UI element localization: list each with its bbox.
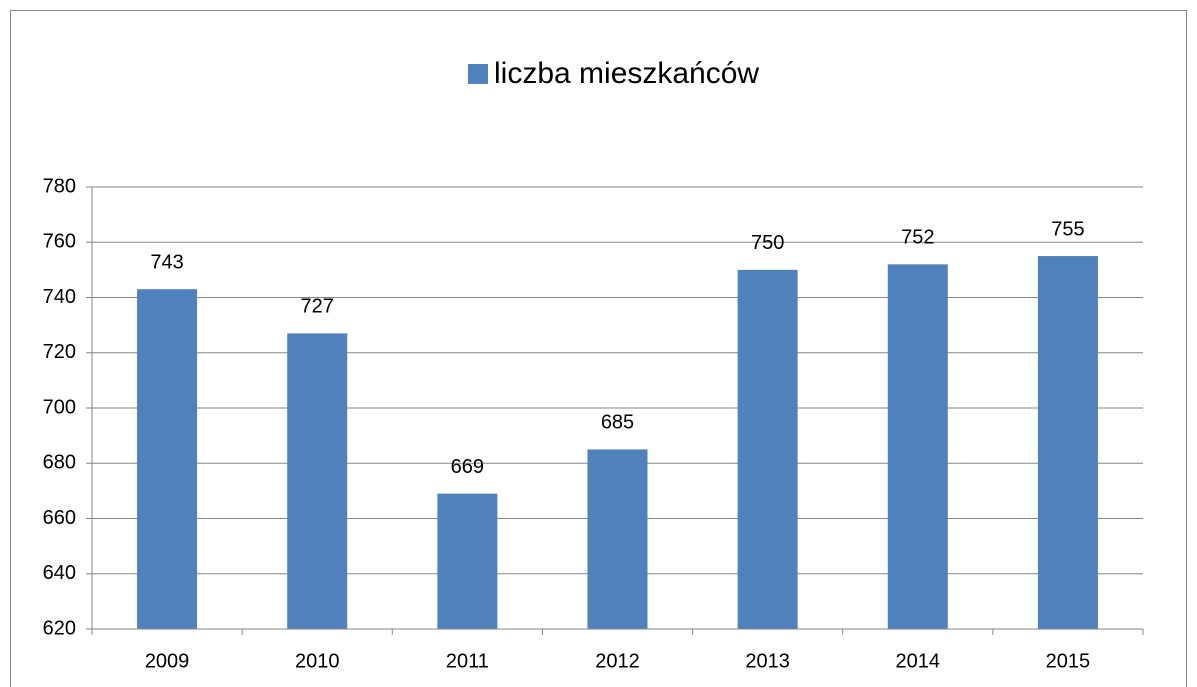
bar	[737, 269, 798, 629]
bar	[887, 264, 948, 629]
y-tick-label: 620	[43, 617, 76, 639]
x-tick-label: 2015	[1046, 650, 1091, 672]
y-tick-label: 720	[43, 341, 76, 363]
legend-swatch	[468, 64, 488, 84]
bar	[1037, 256, 1098, 629]
data-label: 727	[301, 296, 334, 318]
data-label: 669	[451, 456, 484, 478]
y-tick-label: 700	[43, 396, 76, 418]
y-tick-label: 640	[43, 562, 76, 584]
x-tick-label: 2012	[595, 650, 640, 672]
y-tick-label: 780	[43, 175, 76, 197]
y-tick-label: 660	[43, 507, 76, 529]
data-label: 685	[601, 412, 634, 434]
x-tick-label: 2014	[896, 650, 941, 672]
y-tick-label: 760	[43, 231, 76, 253]
bar	[437, 493, 498, 629]
x-tick-label: 2013	[745, 650, 790, 672]
data-label: 743	[150, 251, 183, 273]
data-label: 752	[901, 227, 934, 249]
data-label: 755	[1051, 218, 1084, 240]
x-tick-label: 2011	[446, 650, 489, 672]
legend-label: liczba mieszkańców	[494, 57, 759, 90]
x-tick-label: 2009	[145, 650, 190, 672]
bar	[287, 333, 348, 629]
bar	[137, 289, 198, 629]
data-label: 750	[751, 232, 784, 254]
bar	[587, 449, 648, 629]
y-tick-label: 680	[43, 452, 76, 474]
y-tick-label: 740	[43, 286, 76, 308]
x-tick-label: 2010	[295, 650, 340, 672]
